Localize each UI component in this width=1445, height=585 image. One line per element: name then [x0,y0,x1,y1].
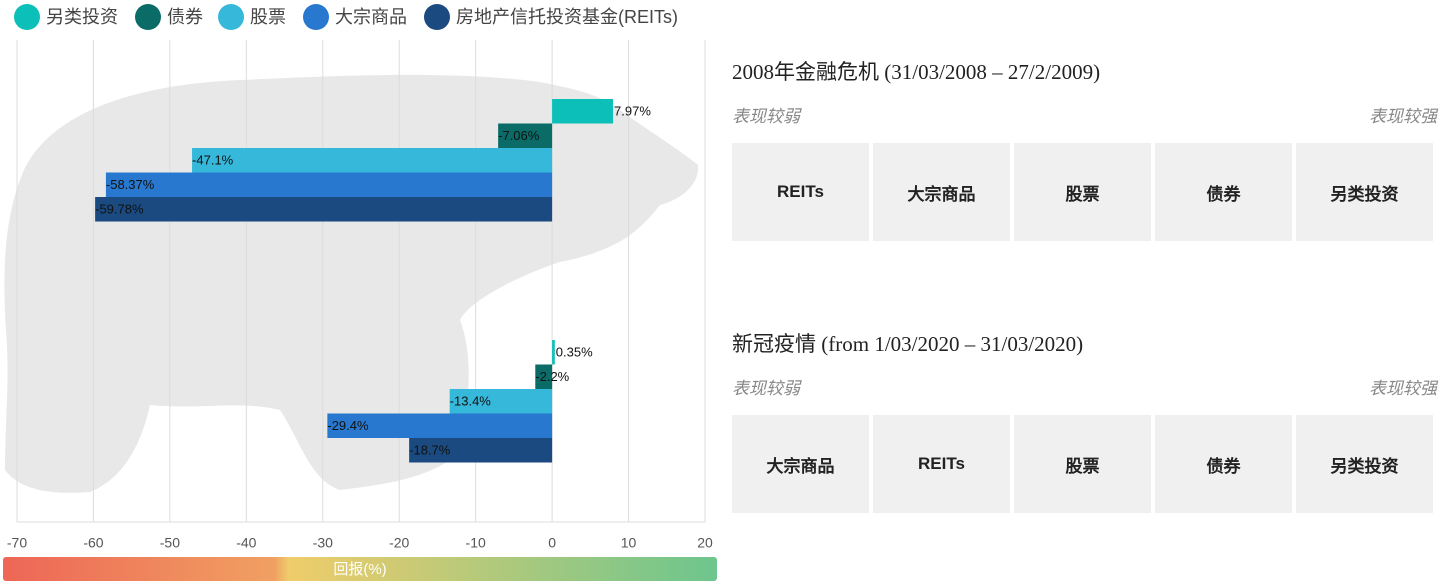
value-label: -59.78% [95,202,144,217]
weak-label: 表现较弱 [732,379,800,398]
x-tick-label: 0 [548,535,556,551]
value-label: -7.06% [498,128,540,143]
value-label: 7.97% [614,104,651,119]
rank-cell: 大宗商品 [873,143,1010,241]
bar [535,364,553,389]
legend-label: 另类投资 [46,7,118,27]
rank-cell: 另类投资 [1296,143,1433,241]
x-tick-label: 10 [621,535,637,551]
chart: 回报(%) -70 -60 -50 -40 -30 -20 -10 0 10 20 另类投资 债券 股票… [3,4,717,581]
legend-label: 房地产信托投资基金(REITs) [456,7,678,27]
legend-label: 股票 [250,7,286,27]
strong-label: 表现较强 [1369,379,1437,398]
rank-cell: REITs [732,143,869,241]
bar [105,172,553,197]
x-tick-label: -40 [236,535,256,551]
bar [552,99,614,124]
legend-label: 债券 [167,7,203,27]
weak-label: 表现较弱 [732,107,800,126]
x-tick-label: -50 [160,535,180,551]
x-tick-label: -10 [466,535,486,551]
x-axis-band [3,557,717,581]
panel-title: 2008年金融危机 (31/03/2008 – 27/2/2009) [732,60,1101,84]
value-label: -29.4% [327,418,369,433]
x-tick-label: -70 [7,535,27,551]
legend-swatch [135,4,161,30]
rank-cell: REITs [873,415,1010,513]
rank-cell: 股票 [1014,415,1151,513]
x-tick-label: -20 [389,535,409,551]
rank-cell: 大宗商品 [732,415,869,513]
rank-cell: 另类投资 [1296,415,1433,513]
value-label: -47.1% [192,153,234,168]
value-label: -13.4% [450,394,492,409]
rank-cell: 债券 [1155,143,1292,241]
rank-cell: 股票 [1014,143,1151,241]
legend-label: 大宗商品 [335,7,407,27]
panel-title: 新冠疫情 (from 1/03/2020 – 31/03/2020) [732,332,1084,356]
legend-swatch [424,4,450,30]
x-tick-label: -60 [83,535,103,551]
bar [552,340,555,365]
value-label: -18.7% [409,443,451,458]
strong-label: 表现较强 [1369,107,1437,126]
bar [409,438,553,463]
x-tick-label: 20 [697,535,713,551]
x-tick-label: -30 [313,535,333,551]
legend-swatch [218,4,244,30]
bar [498,123,553,148]
value-label: -58.37% [106,177,155,192]
bar [449,389,553,414]
value-label: 0.35% [556,345,593,360]
bar [95,197,553,222]
bar [327,413,553,438]
legend-swatch [14,4,40,30]
rank-cell: 债券 [1155,415,1292,513]
bar [192,148,553,173]
x-axis-label: 回报(%) [333,561,386,578]
legend-swatch [303,4,329,30]
value-label: -2.2% [535,369,569,384]
